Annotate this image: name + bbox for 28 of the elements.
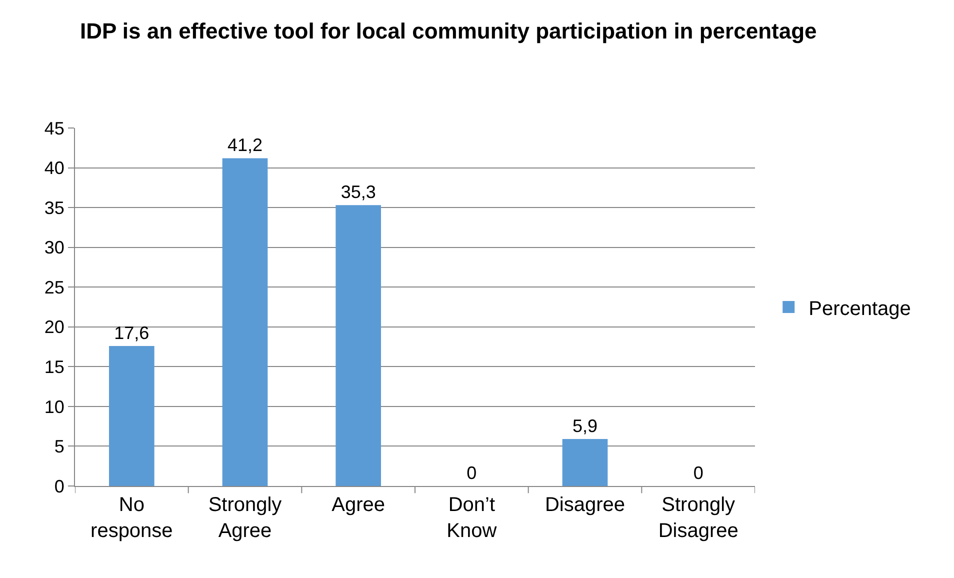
x-tick-label: Disagree xyxy=(544,494,626,516)
data-label: 0 xyxy=(466,463,477,483)
y-tick-label: 45 xyxy=(44,118,64,138)
x-tick-label: Don’t Know xyxy=(446,494,498,542)
y-tick-label: 5 xyxy=(54,436,64,457)
data-label: 35,3 xyxy=(340,182,376,202)
y-tick-label: 20 xyxy=(44,317,64,338)
x-tick-label: No response xyxy=(90,494,173,542)
y-tick-label: 35 xyxy=(44,198,64,218)
data-label: 5,9 xyxy=(572,416,598,436)
bar xyxy=(222,158,268,486)
y-tick-label: 10 xyxy=(44,396,64,417)
data-label: 0 xyxy=(693,463,704,483)
y-tick-label: 25 xyxy=(44,277,64,298)
y-tick-label: 40 xyxy=(44,158,64,178)
legend-label: Percentage xyxy=(808,298,911,320)
bar xyxy=(336,205,381,486)
x-tick-label: Strongly Agree xyxy=(208,494,282,542)
y-tick-label: 15 xyxy=(44,356,64,377)
y-tick-label: 0 xyxy=(54,476,64,496)
bar xyxy=(562,439,608,486)
x-tick-label: Agree xyxy=(332,494,386,516)
x-tick-label: Strongly Disagree xyxy=(658,494,738,542)
bar xyxy=(109,346,154,486)
chart-title: IDP is an effective tool for local community participation in percentage xyxy=(80,18,817,44)
data-label: 41,2 xyxy=(227,135,263,156)
y-tick-label: 30 xyxy=(44,238,64,258)
data-label: 17,6 xyxy=(114,322,150,343)
